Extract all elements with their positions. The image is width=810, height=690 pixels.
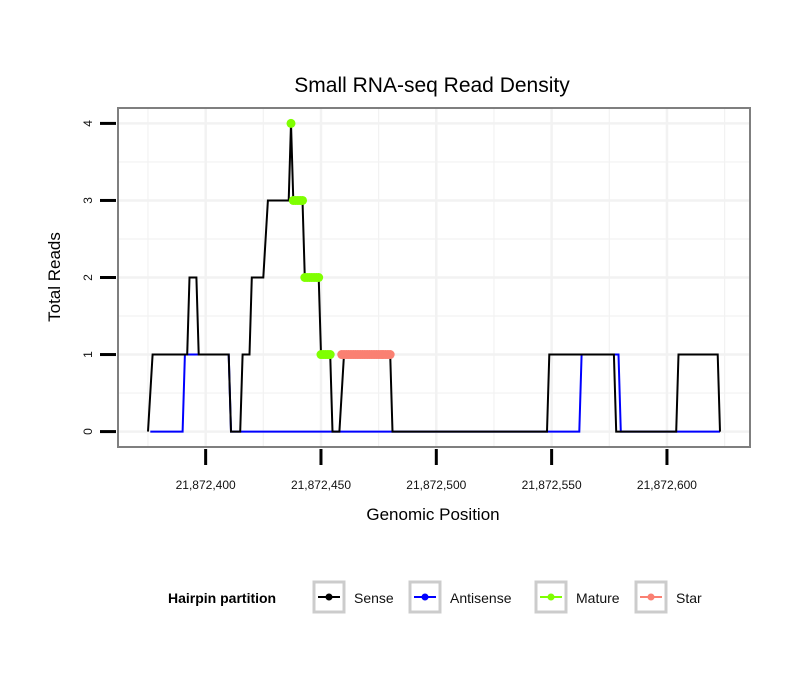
x-tick-label: 21,872,550: [522, 478, 582, 492]
y-axis: 0 1 2 3 4: [81, 120, 116, 435]
legend-key-point: [325, 593, 333, 601]
y-axis-title: Total Reads: [45, 232, 64, 322]
mature-point: [325, 350, 335, 360]
legend-label: Antisense: [450, 590, 512, 606]
legend-key-point: [421, 593, 429, 601]
x-tick-label: 21,872,450: [291, 478, 351, 492]
legend-key-point: [647, 593, 655, 601]
legend-label: Mature: [576, 590, 620, 606]
y-tick-label: 4: [81, 120, 95, 127]
chart-title: Small RNA-seq Read Density: [294, 74, 570, 97]
mature-point: [286, 118, 296, 128]
legend-label: Star: [676, 590, 702, 606]
x-tick-label: 21,872,600: [637, 478, 697, 492]
legend-item-star: Star: [634, 580, 702, 614]
star-point: [385, 350, 395, 360]
x-tick-label: 21,872,400: [176, 478, 236, 492]
y-tick-label: 3: [81, 197, 95, 204]
mature-point: [298, 195, 308, 205]
legend-title: Hairpin partition: [168, 590, 276, 606]
series-star: [337, 350, 395, 360]
legend-key-point: [547, 593, 555, 601]
legend-item-sense: Sense: [312, 580, 394, 614]
series-layer: [147, 118, 721, 433]
legend-item-mature: Mature: [534, 580, 620, 614]
x-axis: 21,872,400 21,872,450 21,872,500 21,872,550…: [176, 449, 697, 492]
x-axis-title: Genomic Position: [366, 505, 499, 524]
plot-panel: [117, 107, 751, 448]
legend: Hairpin partition Sense Antisense Mature St…: [168, 580, 702, 614]
plot-border: [117, 107, 751, 448]
grid-lines: [118, 108, 750, 447]
y-tick-label: 1: [81, 351, 95, 358]
legend-item-antisense: Antisense: [408, 580, 512, 614]
legend-label: Sense: [354, 590, 394, 606]
y-tick-label: 2: [81, 274, 95, 281]
mature-point: [314, 273, 324, 282]
series-mature: [286, 118, 335, 360]
x-tick-label: 21,872,500: [406, 478, 466, 492]
y-tick-label: 0: [81, 428, 95, 435]
